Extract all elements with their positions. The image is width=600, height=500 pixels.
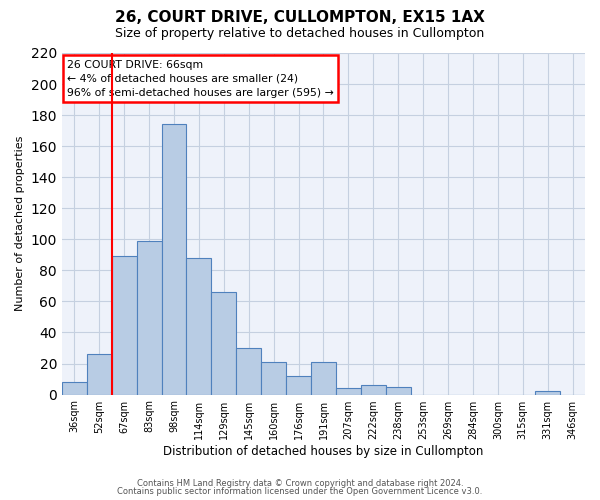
Bar <box>336 388 361 394</box>
Bar <box>386 387 410 394</box>
Bar <box>236 348 261 395</box>
Text: 26 COURT DRIVE: 66sqm
← 4% of detached houses are smaller (24)
96% of semi-detac: 26 COURT DRIVE: 66sqm ← 4% of detached h… <box>67 60 334 98</box>
Bar <box>311 362 336 394</box>
Text: Contains public sector information licensed under the Open Government Licence v3: Contains public sector information licen… <box>118 487 482 496</box>
Bar <box>261 362 286 394</box>
Bar <box>87 354 112 395</box>
Y-axis label: Number of detached properties: Number of detached properties <box>15 136 25 312</box>
Text: Size of property relative to detached houses in Cullompton: Size of property relative to detached ho… <box>115 28 485 40</box>
Bar <box>535 392 560 394</box>
Bar <box>286 376 311 394</box>
Bar <box>137 241 161 394</box>
Bar <box>187 258 211 394</box>
Bar <box>211 292 236 394</box>
Bar <box>62 382 87 394</box>
Text: 26, COURT DRIVE, CULLOMPTON, EX15 1AX: 26, COURT DRIVE, CULLOMPTON, EX15 1AX <box>115 10 485 25</box>
X-axis label: Distribution of detached houses by size in Cullompton: Distribution of detached houses by size … <box>163 444 484 458</box>
Bar <box>361 386 386 394</box>
Text: Contains HM Land Registry data © Crown copyright and database right 2024.: Contains HM Land Registry data © Crown c… <box>137 478 463 488</box>
Bar <box>112 256 137 394</box>
Bar <box>161 124 187 394</box>
